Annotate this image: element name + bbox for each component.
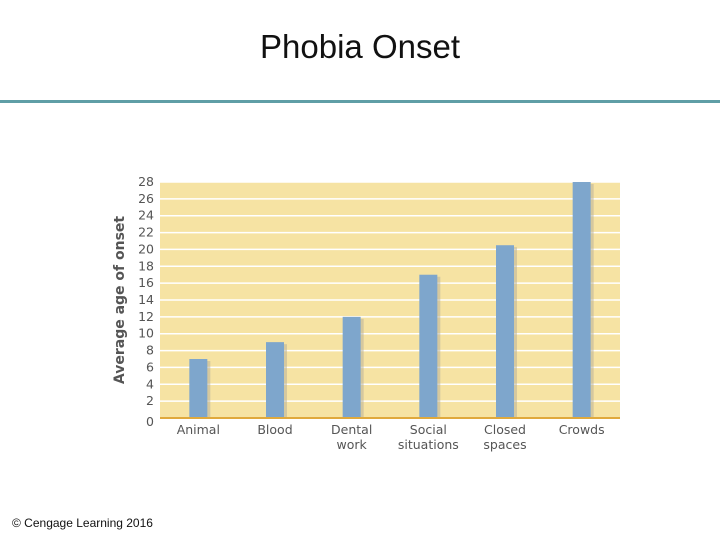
x-category-label: spaces [483,437,526,452]
y-tick-label: 26 [138,191,154,206]
x-category-label: Animal [177,422,220,437]
bar [266,342,284,418]
x-category-label: work [337,437,368,452]
bar [496,245,514,418]
y-tick-label: 4 [146,376,154,391]
y-tick-label: 12 [138,309,154,324]
x-category-label: Blood [257,422,292,437]
y-tick-label: 2 [146,393,154,408]
y-tick-label: 28 [138,174,154,189]
plot-area [160,181,620,419]
slide-title: Phobia Onset [260,28,460,65]
x-category-label: Dental [331,422,372,437]
y-tick-label: 0 [146,414,154,429]
title-divider [0,100,720,103]
y-tick-label: 24 [138,208,154,223]
y-tick-label: 20 [138,241,154,256]
bar [342,316,361,418]
y-axis-title: Average age of onset [112,216,128,385]
y-tick-label: 6 [146,359,154,374]
x-category-label: Closed [484,422,526,437]
bar [572,182,591,418]
y-tick-label: 18 [138,258,154,273]
x-category-label: Crowds [559,422,605,437]
x-category-label: situations [398,437,459,452]
bar [419,274,438,418]
y-tick-label: 22 [138,225,154,240]
bar [189,359,208,418]
y-tick-label: 16 [138,275,154,290]
y-tick-label: 14 [138,292,154,307]
copyright-notice: © Cengage Learning 2016 [12,516,153,530]
y-tick-label: 10 [138,326,154,341]
y-tick-label: 8 [146,343,154,358]
x-category-label: Social [410,422,447,437]
